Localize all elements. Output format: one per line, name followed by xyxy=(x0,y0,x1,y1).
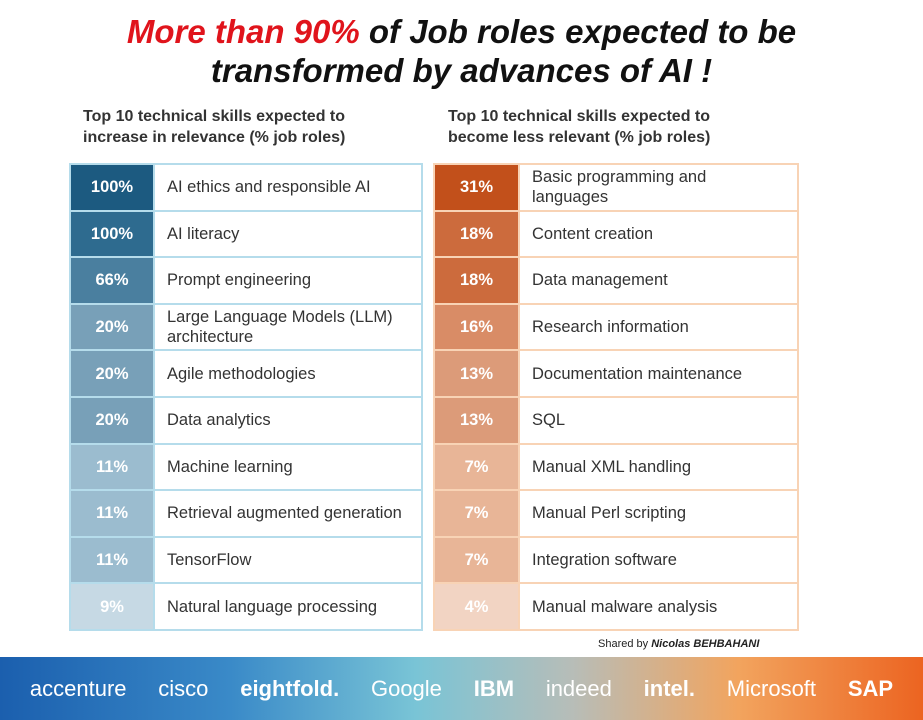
skill-cell: Natural language processing xyxy=(153,582,423,631)
table-row: 7% Manual XML handling xyxy=(433,442,799,492)
table-row: 20% Data analytics xyxy=(69,395,423,445)
skill-cell: Data analytics xyxy=(153,395,423,445)
table-row: 13% SQL xyxy=(433,395,799,445)
table-row: 20% Agile methodologies xyxy=(69,349,423,398)
skill-cell: Agile methodologies xyxy=(153,349,423,398)
skill-cell: Data management xyxy=(518,256,799,305)
table-row: 7% Integration software xyxy=(433,535,799,585)
logo-ibm: IBM xyxy=(473,675,515,701)
increase-table: 100% AI ethics and responsible AI 100% AI l… xyxy=(69,163,423,631)
skill-cell: AI literacy xyxy=(153,209,423,259)
percentage-cell: 9% xyxy=(69,582,155,631)
skill-cell: TensorFlow xyxy=(153,535,423,585)
percentage-cell: 100% xyxy=(69,209,155,259)
attribution: Shared by Nicolas BEHBAHANI xyxy=(598,638,760,650)
skill-cell: Content creation xyxy=(518,209,799,259)
skill-cell: Prompt engineering xyxy=(153,256,423,305)
table-row: 4% Manual malware analysis xyxy=(433,582,799,631)
percentage-cell: 31% xyxy=(433,163,520,212)
percentage-cell: 7% xyxy=(433,442,520,492)
percentage-cell: 20% xyxy=(69,395,155,445)
skill-cell: Manual Perl scripting xyxy=(518,489,799,538)
skill-cell: Research information xyxy=(518,302,799,352)
table-row: 18% Data management xyxy=(433,256,799,305)
table-row: 13% Documentation maintenance xyxy=(433,349,799,398)
logo-sap: SAP xyxy=(847,675,894,701)
skill-cell: SQL xyxy=(518,395,799,445)
percentage-cell: 13% xyxy=(433,395,520,445)
table-row: 11% TensorFlow xyxy=(69,535,423,585)
table-row: 100% AI literacy xyxy=(69,209,423,259)
percentage-cell: 66% xyxy=(69,256,155,305)
percentage-cell: 100% xyxy=(69,163,155,212)
table-row: 11% Retrieval augmented generation xyxy=(69,489,423,538)
table-row: 100% AI ethics and responsible AI xyxy=(69,163,423,212)
logo-accenture: accenture xyxy=(29,675,127,701)
decrease-table: 31% Basic programming and languages 18% Con… xyxy=(433,163,799,631)
table-row: 20% Large Language Models (LLM) architect… xyxy=(69,302,423,352)
skill-cell: Machine learning xyxy=(153,442,423,492)
percentage-cell: 18% xyxy=(433,209,520,259)
skill-cell: Manual malware analysis xyxy=(518,582,799,631)
percentage-cell: 20% xyxy=(69,349,155,398)
skill-cell: Integration software xyxy=(518,535,799,585)
logo-google: Google xyxy=(370,675,442,701)
logo-microsoft: Microsoft xyxy=(726,675,817,701)
table-row: 31% Basic programming and languages xyxy=(433,163,799,212)
logo-intel: intel. xyxy=(643,675,696,701)
skill-cell: Basic programming and languages xyxy=(518,163,799,212)
percentage-cell: 7% xyxy=(433,535,520,585)
percentage-cell: 11% xyxy=(69,535,155,585)
table-row: 66% Prompt engineering xyxy=(69,256,423,305)
percentage-cell: 4% xyxy=(433,582,520,631)
logo-indeed: indeed xyxy=(545,675,612,701)
table-row: 18% Content creation xyxy=(433,209,799,259)
percentage-cell: 7% xyxy=(433,489,520,538)
skill-cell: Documentation maintenance xyxy=(518,349,799,398)
skill-cell: Manual XML handling xyxy=(518,442,799,492)
skill-cell: Retrieval augmented generation xyxy=(153,489,423,538)
company-logo-band: accenture cisco eightfold. Google IBM indeed i… xyxy=(0,657,923,720)
percentage-cell: 11% xyxy=(69,442,155,492)
left-heading: Top 10 technical skills expected to incre… xyxy=(83,108,346,146)
table-row: 7% Manual Perl scripting xyxy=(433,489,799,538)
table-row: 11% Machine learning xyxy=(69,442,423,492)
percentage-cell: 11% xyxy=(69,489,155,538)
page-title: More than 90% of Job roles expected to b… xyxy=(126,13,797,89)
table-row: 9% Natural language processing xyxy=(69,582,423,631)
percentage-cell: 18% xyxy=(433,256,520,305)
table-row: 16% Research information xyxy=(433,302,799,352)
logo-eightfold: eightfold. xyxy=(240,675,340,701)
skill-cell: Large Language Models (LLM) architecture xyxy=(153,302,423,352)
percentage-cell: 16% xyxy=(433,302,520,352)
percentage-cell: 20% xyxy=(69,302,155,352)
skill-cell: AI ethics and responsible AI xyxy=(153,163,423,212)
logo-cisco: cisco xyxy=(158,675,209,701)
percentage-cell: 13% xyxy=(433,349,520,398)
right-heading: Top 10 technical skills expected to becom… xyxy=(448,108,711,146)
